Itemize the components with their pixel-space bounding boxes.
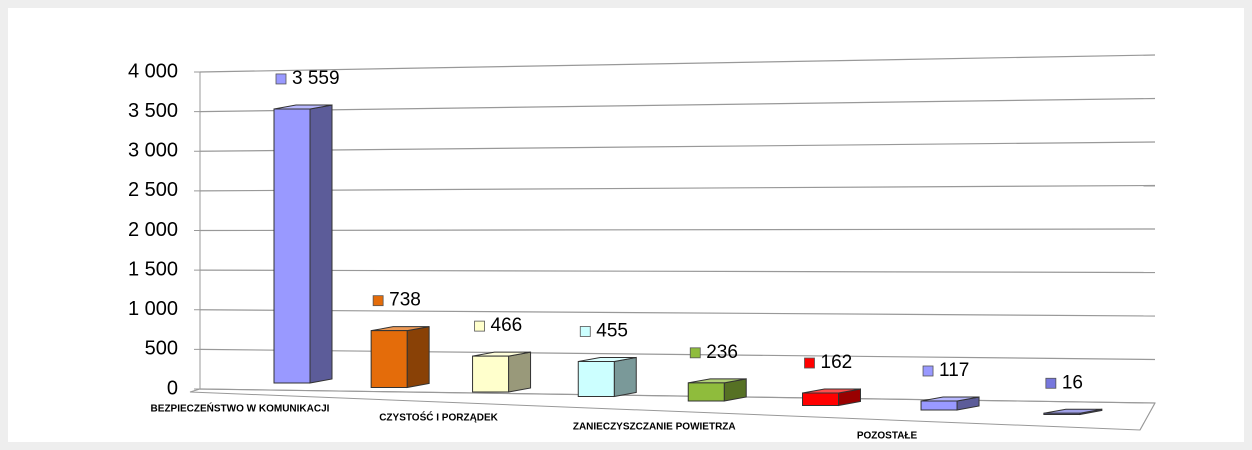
grid-line	[199, 54, 1156, 73]
value-label: 16	[1062, 372, 1083, 393]
y-tick-label: 2 500	[128, 179, 178, 201]
y-tick-label: 0	[167, 377, 178, 399]
x-tick-label: CZYSTOŚĆ I PORZĄDEK	[379, 411, 498, 424]
x-tick-label: BEZPIECZEŃSTWO W KOMUNIKACJI	[151, 402, 330, 415]
value-label-key	[804, 357, 815, 369]
y-tick-label: 1 500	[128, 258, 178, 280]
y-tick-label: 3 500	[128, 100, 178, 122]
grid-line	[199, 388, 1156, 404]
bar	[370, 326, 430, 389]
bar	[472, 351, 532, 393]
value-label: 117	[939, 360, 969, 381]
bar-front	[472, 355, 510, 393]
y-tick-label: 1 000	[128, 298, 178, 320]
bar	[273, 104, 333, 384]
bar-front	[273, 108, 311, 384]
value-label: 466	[491, 315, 523, 336]
value-label-key	[579, 326, 591, 337]
value-label-key	[689, 347, 701, 359]
grid-line	[199, 309, 1156, 317]
bar-front	[802, 392, 839, 406]
value-label-key	[275, 73, 287, 85]
value-label: 236	[706, 342, 738, 363]
y-tick-label: 2 000	[128, 219, 178, 241]
bar	[687, 378, 747, 402]
bar-side	[508, 351, 532, 393]
bar	[802, 388, 861, 407]
y-tick-label: 500	[145, 338, 178, 360]
grid-line	[199, 141, 1156, 152]
grid-line	[199, 184, 1156, 192]
bar	[577, 356, 637, 398]
value-label: 738	[389, 290, 421, 311]
bar-front	[687, 382, 725, 402]
bar	[1043, 408, 1103, 416]
bar	[920, 396, 980, 411]
bar-side	[406, 326, 430, 389]
value-label-key	[372, 295, 384, 307]
grid-line	[199, 228, 1156, 232]
y-tick-label: 4 000	[128, 60, 178, 82]
bar-front	[370, 330, 408, 388]
x-tick-label: ZANIECZYSZCZANIE POWIETRZA	[573, 422, 736, 433]
bar-front	[920, 400, 958, 411]
value-label: 455	[596, 320, 628, 341]
bar-side	[309, 104, 333, 384]
value-label: 3 559	[292, 68, 340, 89]
bar-side	[613, 356, 637, 398]
grid-line	[199, 97, 1156, 113]
bar-front	[1043, 412, 1081, 415]
value-label-key	[1045, 377, 1057, 389]
value-label-key	[474, 320, 485, 332]
bar-front	[577, 360, 615, 397]
y-tick-label: 3 000	[128, 140, 178, 162]
grid-line	[199, 348, 1156, 361]
value-label-key	[922, 365, 934, 377]
x-axis-right	[1139, 402, 1156, 431]
x-tick-label: POZOSTAŁE	[857, 431, 918, 442]
value-label: 162	[821, 352, 853, 373]
grid-line	[199, 269, 1156, 274]
